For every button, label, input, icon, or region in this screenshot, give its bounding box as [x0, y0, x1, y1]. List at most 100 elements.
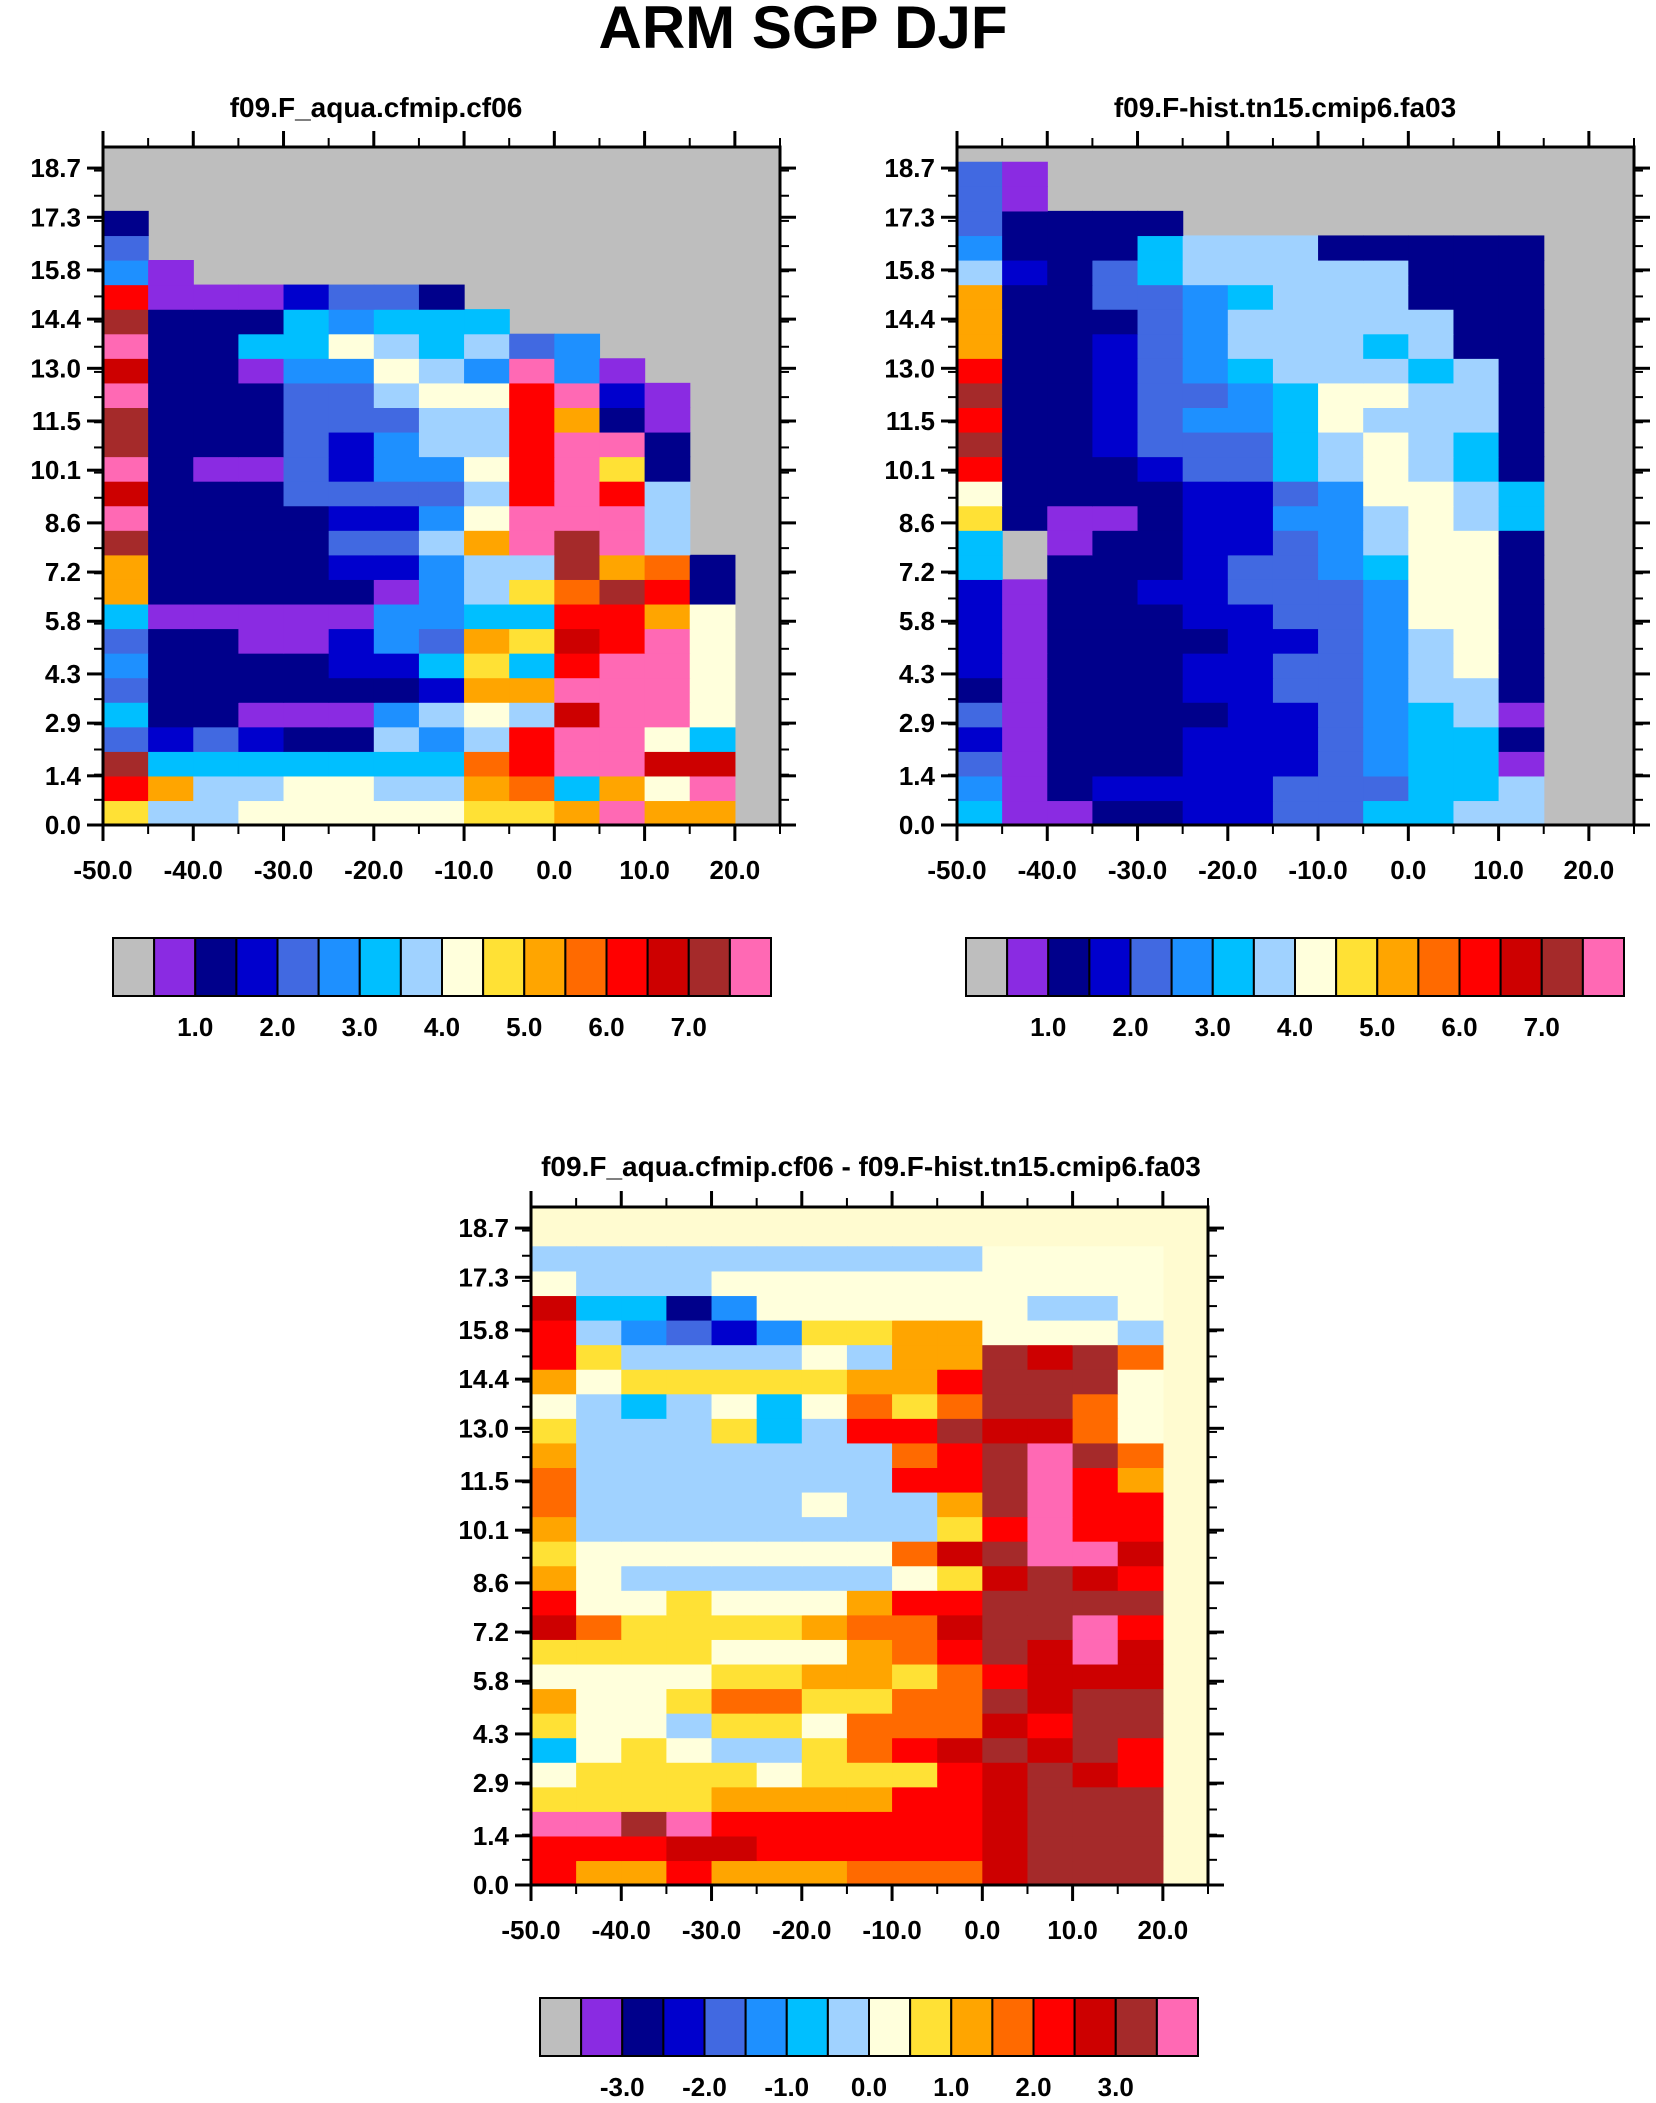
- heatmap-cell: [1272, 284, 1319, 310]
- heatmap-cell: [193, 775, 239, 802]
- heatmap-cell: [982, 1786, 1029, 1812]
- heatmap-cell: [1092, 775, 1139, 802]
- heatmap-cell: [689, 726, 736, 752]
- heatmap-cell: [1498, 554, 1545, 580]
- heatmap-cell: [599, 726, 646, 752]
- colorbar-labels: -3.0 -2.0 -1.0 0.0 1.0 2.0 3.0: [600, 2072, 1134, 2102]
- heatmap-cell: [1318, 358, 1364, 384]
- heatmap-cell: [148, 407, 194, 433]
- heatmap-cell: [621, 1713, 667, 1739]
- heatmap-cell: [957, 431, 1003, 458]
- y-tick-label: 17.3: [884, 202, 935, 232]
- heatmap-cell: [1027, 1246, 1074, 1272]
- heatmap-cell: [1002, 431, 1048, 458]
- heatmap-cell: [554, 702, 601, 728]
- heatmap-cell: [373, 333, 420, 359]
- heatmap-cell: [283, 628, 330, 654]
- heatmap-cell: [1363, 284, 1409, 310]
- frame-rect: [955, 145, 1636, 827]
- heatmap-cell: [1072, 1393, 1119, 1419]
- heatmap-cell: [1453, 505, 1500, 531]
- heatmap-cell: [1092, 677, 1139, 703]
- heatmap-cell: [1002, 456, 1048, 482]
- axis-ticks: [941, 131, 1650, 841]
- heatmap-cell: [576, 1713, 622, 1739]
- y-tick-label: 15.8: [884, 255, 935, 285]
- heatmap-cell: [283, 456, 330, 482]
- heatmap-cell: [1117, 1835, 1164, 1862]
- heatmap-cell: [1318, 505, 1364, 531]
- heatmap-cell: [1227, 579, 1274, 605]
- heatmap-cell: [937, 1344, 983, 1370]
- heatmap-cell: [1092, 579, 1139, 605]
- heatmap-cell: [193, 579, 239, 605]
- heatmap-cell: [1137, 358, 1184, 384]
- heatmap-cell: [1047, 603, 1093, 630]
- heatmap-cell: [576, 1614, 622, 1640]
- heatmap-cell: [711, 1516, 758, 1542]
- heatmap-cell: [373, 554, 420, 580]
- colorbar-box: [1006, 937, 1050, 997]
- heatmap-cell: [1047, 554, 1093, 580]
- heatmap-cell: [1047, 358, 1093, 384]
- heatmap-cell: [1182, 751, 1229, 777]
- heatmap-cell: [328, 333, 375, 359]
- heatmap-cell: [531, 1295, 577, 1321]
- heatmap-cell: [1363, 505, 1409, 531]
- y-tick-label: 18.7: [30, 153, 81, 183]
- heatmap-cell: [982, 1860, 1029, 1886]
- heatmap-cell: [464, 726, 510, 752]
- heatmap-cell: [509, 554, 555, 580]
- heatmap-cell: [1002, 702, 1048, 728]
- heatmap-cell: [982, 1418, 1029, 1444]
- heatmap-cell: [1002, 603, 1048, 630]
- heatmap-cell: [576, 1762, 622, 1788]
- heatmap-cell: [328, 554, 375, 580]
- heatmap-cell: [238, 628, 285, 654]
- heatmap-cell: [1272, 726, 1319, 752]
- heatmap-cell: [509, 702, 555, 728]
- heatmap-cell: [509, 481, 555, 507]
- heatmap-cell: [103, 505, 149, 531]
- heatmap-cell: [1182, 579, 1229, 605]
- heatmap-cell: [328, 407, 375, 433]
- heatmap-cell: [509, 333, 555, 359]
- heatmap-cell: [957, 505, 1003, 531]
- heatmap-cell: [801, 1762, 848, 1788]
- heatmap-cell: [1408, 284, 1455, 310]
- heatmap-cell: [756, 1541, 803, 1567]
- heatmap-cell: [1092, 309, 1139, 335]
- heatmap-cell: [373, 431, 420, 458]
- heatmap-cell: [148, 653, 194, 679]
- heatmap-cell: [328, 800, 375, 826]
- heatmap-cell: [892, 1516, 938, 1542]
- y-tick-label: 1.4: [899, 761, 936, 791]
- heatmap-cell: [666, 1369, 713, 1395]
- heatmap-cell: [464, 530, 510, 556]
- heatmap-cell: [1072, 1246, 1119, 1272]
- heatmap-cell: [193, 456, 239, 482]
- heatmap-panel-difference: f09.F_aqua.cfmip.cf06 - f09.F-hist.tn15.…: [458, 1151, 1224, 2102]
- heatmap-cell: [1318, 603, 1364, 630]
- heatmap-cell: [1047, 260, 1093, 286]
- heatmap-cell: [621, 1418, 667, 1444]
- heatmap-cell: [1498, 702, 1545, 728]
- heatmap-cell: [373, 653, 420, 679]
- heatmap-cell: [1002, 751, 1048, 777]
- colorbar: [112, 937, 772, 997]
- heatmap-cell: [193, 431, 239, 458]
- colorbar-label: -1.0: [764, 2072, 809, 2102]
- heatmap-cell: [756, 1762, 803, 1788]
- heatmap-cell: [711, 1418, 758, 1444]
- heatmap-cell: [509, 382, 555, 408]
- heatmap-cell: [666, 1860, 713, 1886]
- heatmap-cell: [756, 1369, 803, 1395]
- colorbar-box: [687, 937, 731, 997]
- heatmap-cell: [1272, 481, 1319, 507]
- heatmap-cell: [1002, 161, 1048, 187]
- heatmap-cell: [689, 653, 736, 679]
- heatmap-cell: [801, 1295, 848, 1321]
- heatmap-cell: [373, 481, 420, 507]
- heatmap-cell: [801, 1369, 848, 1395]
- colorbar-label: 1.0: [1030, 1012, 1066, 1042]
